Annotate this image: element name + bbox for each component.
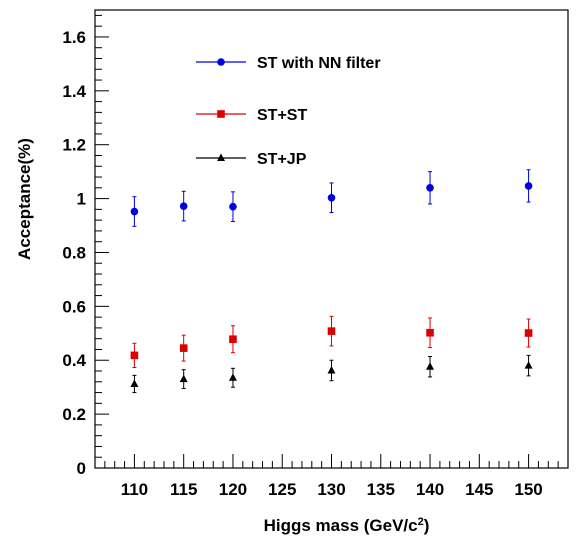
data-point: [426, 328, 434, 337]
data-point: [130, 351, 139, 360]
y-tick-label: 0.4: [62, 351, 86, 370]
x-tick-label: 120: [219, 480, 247, 499]
x-axis-title-main: Higgs mass (GeV/c: [264, 516, 418, 535]
plot-frame: [94, 9, 569, 469]
legend-entry: ST+ST: [257, 107, 307, 124]
data-point: [130, 207, 139, 216]
y-tick-label: 0: [77, 459, 86, 478]
y-tick-label: 1.6: [62, 28, 86, 47]
data-point: [130, 379, 139, 387]
data-marks: [130, 169, 533, 394]
y-tick-label: 0.2: [62, 405, 86, 424]
y-tick-label: 0.8: [62, 243, 86, 262]
x-tick-label: 145: [465, 480, 493, 499]
data-point: [327, 365, 336, 374]
series-0: [130, 169, 533, 227]
series-2: [130, 354, 533, 394]
x-tick-label: 110: [121, 480, 148, 499]
x-tick-label: 125: [268, 480, 296, 499]
data-point: [524, 361, 533, 369]
data-point: [327, 193, 336, 202]
data-point: [229, 335, 237, 344]
legend: ST with NN filter ST+ST ST+JP: [196, 55, 381, 168]
series-1: [130, 315, 533, 369]
y-tick-label: 1.2: [62, 136, 86, 155]
legend-marker: [217, 58, 225, 66]
data-point: [179, 344, 188, 352]
data-point: [524, 329, 533, 337]
x-axis-title: Higgs mass (GeV/c2): [264, 516, 430, 535]
y-tick-label: 0.6: [62, 297, 86, 316]
legend-entry: ST+JP: [257, 151, 307, 168]
y-axis-title: Acceptance(%): [15, 138, 34, 260]
x-tick-label: 135: [367, 480, 395, 499]
x-tick-label: 150: [514, 480, 542, 499]
y-tick-label: 1.4: [62, 82, 86, 101]
data-point: [426, 362, 435, 370]
x-tick-label: 140: [416, 480, 444, 499]
y-tick-label: 1: [77, 190, 86, 209]
data-point: [228, 373, 237, 381]
legend-marker: [217, 110, 225, 118]
data-point: [179, 202, 188, 210]
x-tick-label: 130: [317, 480, 345, 499]
axes: 0 0.2 0.4 0.6 0.8 1 1.2 1.4 1.6 110 115 120 125 130 13…: [62, 9, 569, 499]
data-point: [229, 202, 237, 211]
legend-entry: ST with NN filter: [257, 55, 381, 72]
data-point: [179, 374, 188, 383]
x-axis-title-superscript: 2: [418, 516, 424, 528]
data-point: [327, 327, 336, 335]
x-tick-label: 115: [170, 480, 197, 499]
data-point: [426, 184, 434, 192]
legend-marker: [217, 153, 225, 161]
x-axis-title-close: ): [424, 516, 430, 535]
data-point: [524, 182, 533, 190]
